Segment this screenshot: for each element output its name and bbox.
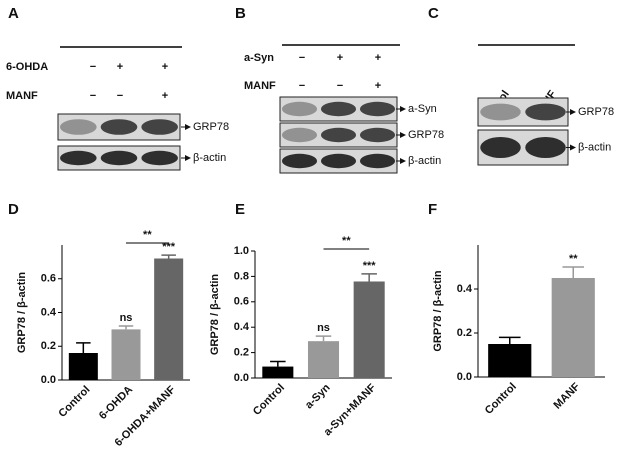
y-tick-label: 0.6 xyxy=(234,296,249,308)
condition-label: a-Syn xyxy=(244,52,274,64)
panel-letter: D xyxy=(8,201,19,218)
error-bar xyxy=(498,336,521,344)
x-tick-label: MANF xyxy=(551,381,582,412)
error-bar xyxy=(76,342,91,353)
significance-label: ns xyxy=(317,322,330,334)
condition-sign: − xyxy=(117,90,123,102)
y-tick-label: 0.0 xyxy=(41,374,56,386)
y-tick-label: 0.2 xyxy=(234,347,249,359)
y-tick-label: 1.0 xyxy=(234,245,249,257)
condition-sign: − xyxy=(90,61,96,73)
condition-sign: − xyxy=(337,80,343,92)
bar xyxy=(111,329,141,380)
condition-sign: + xyxy=(375,52,381,64)
x-tick-label: Control xyxy=(483,381,519,417)
blot-band xyxy=(60,119,97,135)
panel-letter: C xyxy=(428,5,439,22)
y-tick-label: 0.0 xyxy=(457,371,472,383)
blot-band xyxy=(525,137,566,158)
bracket-label: ** xyxy=(342,235,351,247)
bar xyxy=(154,258,184,380)
panel-letter: F xyxy=(428,201,437,218)
bracket-label: ** xyxy=(143,229,152,241)
significance-label: ns xyxy=(120,312,133,324)
bar xyxy=(551,278,595,377)
bar xyxy=(262,366,294,378)
condition-sign: − xyxy=(299,52,305,64)
condition-label: MANF xyxy=(6,90,38,102)
blot-band xyxy=(359,101,396,117)
y-tick-label: 0.8 xyxy=(234,270,249,282)
condition-sign: + xyxy=(375,80,381,92)
error-bar xyxy=(315,335,332,342)
error-bar xyxy=(361,273,377,282)
blot-band xyxy=(100,119,138,135)
y-tick-label: 0.4 xyxy=(457,283,473,295)
band-label: GRP78 xyxy=(193,121,229,133)
y-axis-label: GRP78 / β-actin xyxy=(16,272,28,354)
x-tick-label: a-Syn xyxy=(303,382,333,412)
y-axis-label: GRP78 / β-actin xyxy=(432,270,444,352)
y-tick-label: 0.2 xyxy=(457,327,472,339)
blot-band xyxy=(320,127,357,143)
blot-band xyxy=(320,101,357,117)
x-tick-label: Control xyxy=(56,384,92,420)
y-tick-label: 0.4 xyxy=(41,306,57,318)
band-label: GRP78 xyxy=(408,129,444,141)
blot-band xyxy=(525,103,566,121)
band-label: β-actin xyxy=(408,155,441,167)
condition-sign: + xyxy=(117,61,123,73)
blot-band xyxy=(141,119,178,135)
y-tick-label: 0.4 xyxy=(234,321,250,333)
blot-band xyxy=(480,137,521,158)
y-tick-label: 0.0 xyxy=(234,372,249,384)
blot-band xyxy=(141,150,178,166)
blot-band xyxy=(281,127,318,143)
blot-band xyxy=(281,153,318,169)
bar xyxy=(68,353,98,380)
y-tick-label: 0.2 xyxy=(41,340,56,352)
bar xyxy=(307,341,340,378)
blot-band xyxy=(480,103,521,121)
bar xyxy=(353,281,385,378)
error-bar xyxy=(562,266,585,278)
blot-band xyxy=(100,150,138,166)
x-tick-label: Control xyxy=(251,382,287,418)
y-axis-label: GRP78 / β-actin xyxy=(209,274,221,356)
blot-band xyxy=(359,153,396,169)
band-label: a-Syn xyxy=(408,103,437,115)
significance-label: ** xyxy=(569,253,578,265)
condition-sign: + xyxy=(162,61,168,73)
panel-letter: A xyxy=(8,5,19,22)
y-tick-label: 0.6 xyxy=(41,273,56,285)
blot-band xyxy=(320,153,357,169)
significance-label: *** xyxy=(363,260,377,272)
condition-label: 6-OHDA xyxy=(6,61,48,73)
panel-letter: B xyxy=(235,5,246,22)
blot-band xyxy=(359,127,396,143)
significance-label: *** xyxy=(162,241,176,253)
condition-sign: + xyxy=(162,90,168,102)
condition-sign: + xyxy=(337,52,343,64)
error-bar xyxy=(161,254,176,259)
panel-letter: E xyxy=(235,201,245,218)
band-label: β-actin xyxy=(193,152,226,164)
condition-sign: − xyxy=(90,90,96,102)
band-label: GRP78 xyxy=(578,106,614,118)
band-label: β-actin xyxy=(578,141,611,153)
blot-band xyxy=(60,150,97,166)
error-bar xyxy=(270,360,286,367)
condition-sign: − xyxy=(299,80,305,92)
bar xyxy=(488,344,532,377)
error-bar xyxy=(118,325,134,330)
blot-band xyxy=(281,101,318,117)
x-tick-label: 6-OHDA xyxy=(97,384,135,422)
condition-label: MANF xyxy=(244,80,276,92)
